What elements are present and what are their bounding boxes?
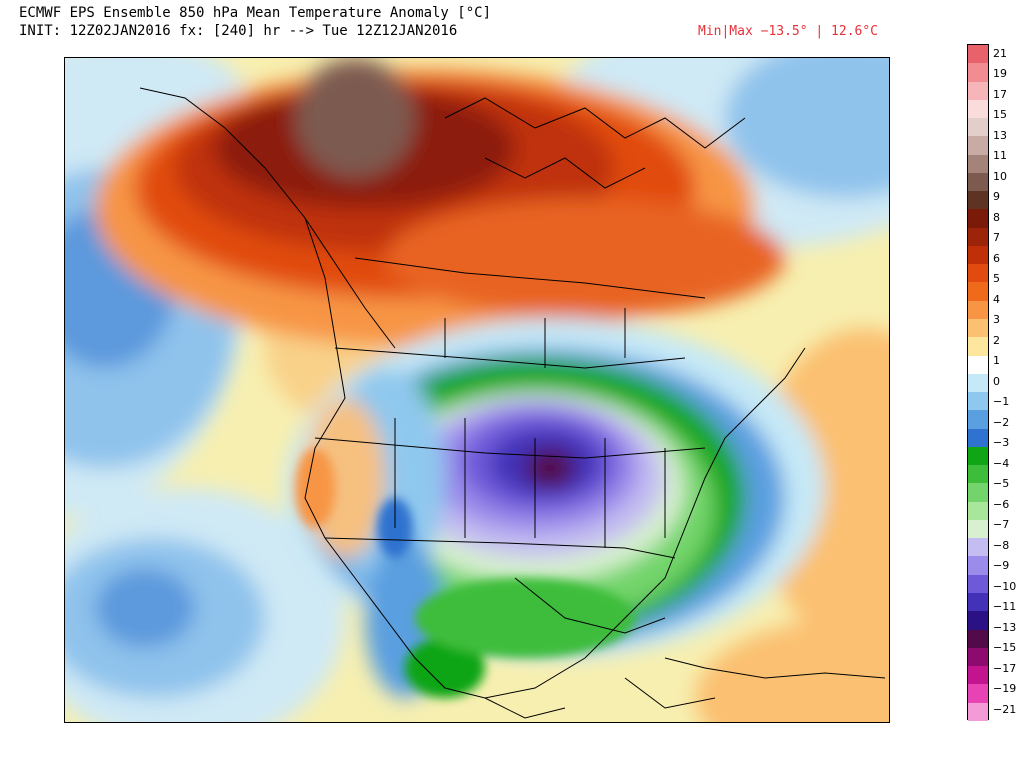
legend-tick-label: −17 xyxy=(993,661,1017,675)
legend-swatch xyxy=(968,45,988,64)
legend-tick-label: 9 xyxy=(993,190,1000,204)
legend-tick-label: −2 xyxy=(993,415,1010,429)
legend-tick-label: 15 xyxy=(993,108,1007,122)
legend-swatch xyxy=(968,647,988,667)
legend-tick-label: 6 xyxy=(993,251,1000,265)
legend-tick-label: −8 xyxy=(993,538,1010,552)
legend-swatch xyxy=(968,666,988,685)
legend-tick-label: 3 xyxy=(993,313,1000,327)
legend-tick-label: −5 xyxy=(993,477,1010,491)
legend-swatch xyxy=(968,519,988,539)
legend-swatch xyxy=(968,282,988,301)
legend-swatch xyxy=(968,410,988,429)
min-max-label: Min|Max −13.5° | 12.6°C xyxy=(698,24,879,39)
legend-tick-label: 1 xyxy=(993,354,1000,368)
legend-swatch xyxy=(968,136,988,155)
legend-swatch xyxy=(968,556,988,575)
legend-tick-label: 17 xyxy=(993,87,1007,101)
legend-tick-label: 4 xyxy=(993,292,1000,306)
legend-tick-label: 8 xyxy=(993,210,1000,224)
legend-tick-label: 10 xyxy=(993,169,1007,183)
legend-tick-label: 19 xyxy=(993,67,1007,81)
legend-swatch xyxy=(968,81,988,100)
legend-tick-label: −3 xyxy=(993,436,1010,450)
legend-swatch xyxy=(968,118,988,137)
legend-tick-label: −19 xyxy=(993,682,1017,696)
legend-swatch xyxy=(968,428,988,447)
legend-swatch xyxy=(968,63,988,82)
legend-tick-label: −11 xyxy=(993,600,1017,614)
legend-tick-label: 2 xyxy=(993,333,1000,347)
legend-swatch xyxy=(968,154,988,173)
legend-tick-label: 13 xyxy=(993,128,1007,142)
legend-tick-label: 7 xyxy=(993,231,1000,245)
legend-swatch xyxy=(968,684,988,703)
legend-swatch xyxy=(968,501,988,520)
legend-swatch xyxy=(968,538,988,557)
legend-tick-label: −21 xyxy=(993,702,1017,716)
legend-swatch xyxy=(968,574,988,593)
legend-swatch xyxy=(968,392,988,411)
legend-tick-label: 11 xyxy=(993,149,1007,163)
legend-tick-label: −15 xyxy=(993,641,1017,655)
legend-swatch xyxy=(968,611,988,630)
init-forecast-line: INIT: 12Z02JAN2016 fx: [240] hr --> Tue … xyxy=(19,23,458,39)
legend-swatch xyxy=(968,373,988,393)
legend-swatch xyxy=(968,446,988,466)
legend-tick-label: 0 xyxy=(993,374,1000,388)
legend-swatch xyxy=(968,99,988,119)
legend-swatch xyxy=(968,355,988,374)
legend-swatch xyxy=(968,465,988,484)
legend-tick-label: −7 xyxy=(993,518,1010,532)
legend-swatch xyxy=(968,172,988,192)
legend-swatch xyxy=(968,191,988,210)
legend-swatch xyxy=(968,337,988,356)
legend-tick-label: −10 xyxy=(993,579,1017,593)
legend-swatch xyxy=(968,483,988,502)
anomaly-map xyxy=(64,57,890,723)
legend-swatch xyxy=(968,300,988,319)
legend-tick-label: 5 xyxy=(993,272,1000,286)
legend-swatch xyxy=(968,318,988,338)
legend-tick-label: −4 xyxy=(993,456,1010,470)
legend-swatch xyxy=(968,245,988,265)
legend-tick-label: −13 xyxy=(993,620,1017,634)
legend-tick-label: −9 xyxy=(993,559,1010,573)
color-legend xyxy=(967,44,989,721)
legend-tick-label: 21 xyxy=(993,47,1007,60)
legend-swatch xyxy=(968,209,988,228)
legend-swatch xyxy=(968,702,988,721)
legend-tick-label: −6 xyxy=(993,497,1010,511)
legend-swatch xyxy=(968,264,988,283)
legend-tick-label: −1 xyxy=(993,395,1010,409)
legend-swatch xyxy=(968,227,988,246)
legend-swatch xyxy=(968,629,988,648)
chart-title: ECMWF EPS Ensemble 850 hPa Mean Temperat… xyxy=(19,5,492,21)
legend-swatch xyxy=(968,592,988,612)
